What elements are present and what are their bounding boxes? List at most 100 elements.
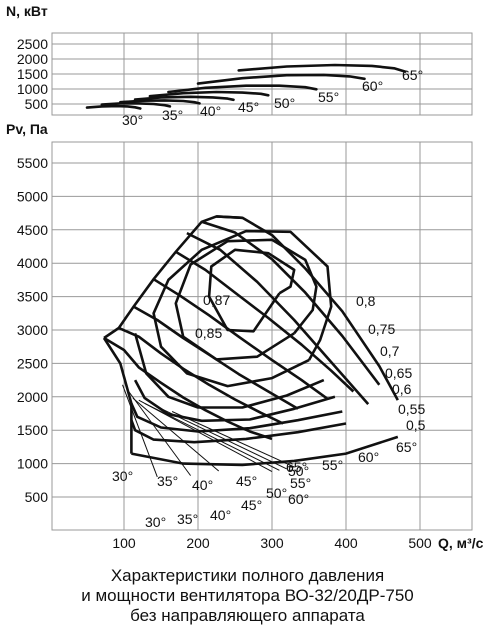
power-curve-label: 40° xyxy=(200,103,221,119)
angle-label: 45° xyxy=(241,497,262,513)
blade-curve-45° xyxy=(152,278,329,400)
angle-label: 35° xyxy=(177,511,198,527)
angle-label: 45° xyxy=(236,473,257,489)
angle-label: 40° xyxy=(210,507,231,523)
pressure-y-tick-label: 1000 xyxy=(17,456,48,472)
pressure-chart-grid: 100 200 300 400 500 500 1000 1500 2000 2500 3000 35… xyxy=(17,141,473,551)
surge-line xyxy=(103,215,243,340)
power-curve-labels: 30° 35° 40° 45° 50° 55° 60° 65° xyxy=(122,67,423,128)
efficiency-contours xyxy=(130,229,347,444)
leader-line xyxy=(157,406,288,470)
blade-curve-60° xyxy=(201,220,381,386)
eff-label: 0,8 xyxy=(356,293,376,309)
eff-label: 0,85 xyxy=(195,325,222,341)
angle-label: 65° xyxy=(396,439,417,455)
pressure-y-tick-label: 2000 xyxy=(17,389,48,405)
leader-line xyxy=(127,389,192,476)
blade-curve-40° xyxy=(132,305,299,410)
angle-label: 35° xyxy=(157,473,178,489)
efficiency-contour-0,6 xyxy=(133,379,336,423)
pressure-y-tick-label: 1500 xyxy=(17,422,48,438)
x-tick-label: 500 xyxy=(408,535,432,551)
power-curve-label: 55° xyxy=(318,89,339,105)
power-y-tick-label: 1000 xyxy=(17,81,48,97)
eff-peak-label: 0,87 xyxy=(203,292,230,308)
power-curve-35° xyxy=(100,102,172,108)
leader-line xyxy=(122,384,158,478)
angle-label: 55° xyxy=(322,457,343,473)
angle-label: 30° xyxy=(112,468,133,484)
blade-curve-35° xyxy=(118,326,284,425)
pressure-y-tick-label: 3500 xyxy=(17,289,48,305)
eff-label: 0,65 xyxy=(385,365,412,381)
leader-line xyxy=(171,411,295,468)
power-curve-label: 30° xyxy=(122,112,143,128)
power-curve-30° xyxy=(85,104,142,110)
power-curve-45° xyxy=(133,95,235,102)
power-y-tick-label: 2000 xyxy=(17,51,48,67)
pressure-y-tick-label: 5000 xyxy=(17,188,48,204)
leader-line xyxy=(144,403,280,471)
power-curve-60° xyxy=(196,73,366,85)
leader-line xyxy=(132,397,220,472)
power-curve-label: 35° xyxy=(162,107,183,123)
blade-curve-50° xyxy=(175,250,355,393)
bottom-boundary xyxy=(131,435,399,467)
pressure-y-tick-label: 4000 xyxy=(17,255,48,271)
power-curve-40° xyxy=(119,99,201,105)
x-tick-label: 200 xyxy=(186,535,210,551)
x-tick-label: 400 xyxy=(334,535,358,551)
pressure-y-tick-label: 5500 xyxy=(17,155,48,171)
angle-label: 30° xyxy=(145,514,166,530)
power-y-tick-label: 1500 xyxy=(17,66,48,82)
efficiency-contour-0,75 xyxy=(174,238,318,361)
x-tick-label: 300 xyxy=(260,535,284,551)
power-curve-label: 45° xyxy=(238,99,259,115)
angle-label: 50° xyxy=(266,485,287,501)
eff-label: 0,55 xyxy=(398,401,425,417)
angle-label: 55° xyxy=(290,475,311,491)
pressure-y-tick-label: 3000 xyxy=(17,322,48,338)
angle-label: 60° xyxy=(358,449,379,465)
blade-curve-55° xyxy=(186,231,370,405)
blade-angle-curves xyxy=(102,215,399,478)
caption-line-2: и мощности вентилятора ВО-32/20ДР-750 xyxy=(81,586,414,605)
angle-label: 60° xyxy=(288,491,309,507)
axis-titles: N, кВт Pv, Па Q, м³/с xyxy=(6,3,484,551)
power-axis-title: N, кВт xyxy=(6,3,48,19)
pressure-y-tick-label: 500 xyxy=(25,489,49,505)
pressure-y-tick-label: 4500 xyxy=(17,222,48,238)
power-curve-label: 60° xyxy=(362,78,383,94)
x-tick-label: 100 xyxy=(112,535,136,551)
power-curve-label: 50° xyxy=(274,95,295,111)
power-curve-label: 65° xyxy=(402,67,423,83)
angle-label: 40° xyxy=(192,477,213,493)
efficiency-contour-0,7 xyxy=(152,229,333,388)
pressure-axis-title: Pv, Па xyxy=(6,121,48,137)
power-y-tick-label: 500 xyxy=(25,96,49,112)
power-y-tick-label: 2500 xyxy=(17,36,48,52)
x-axis-title: Q, м³/с xyxy=(438,535,484,551)
efficiency-contour-0,8 xyxy=(207,248,296,333)
power-curve-55° xyxy=(167,84,318,94)
eff-label: 0,7 xyxy=(380,343,400,359)
eff-label: 0,6 xyxy=(392,381,412,397)
eff-label: 0,5 xyxy=(406,417,426,433)
caption-line-3: без направляющего аппарата xyxy=(130,606,365,625)
pressure-labels: 0,87 0,85 0,8 0,75 0,7 0,650,6 0,550,5 30° 35° 40… xyxy=(112,292,426,530)
power-curves xyxy=(85,63,407,110)
angle-label: 50° xyxy=(288,463,309,479)
pressure-y-tick-label: 2500 xyxy=(17,355,48,371)
caption-line-1: Характеристики полного давления xyxy=(110,566,385,585)
left-boundary xyxy=(102,337,133,454)
power-curve-50° xyxy=(148,90,270,98)
power-curve-65° xyxy=(237,63,407,73)
chart-caption: Характеристики полного давления и мощнос… xyxy=(0,566,495,626)
blade-curve-30° xyxy=(103,336,273,441)
angle-label: 65° xyxy=(286,459,307,475)
eff-label: 0,75 xyxy=(368,321,395,337)
efficiency-contour-0,5 xyxy=(130,419,347,444)
pressure-plot-frame xyxy=(51,141,473,531)
